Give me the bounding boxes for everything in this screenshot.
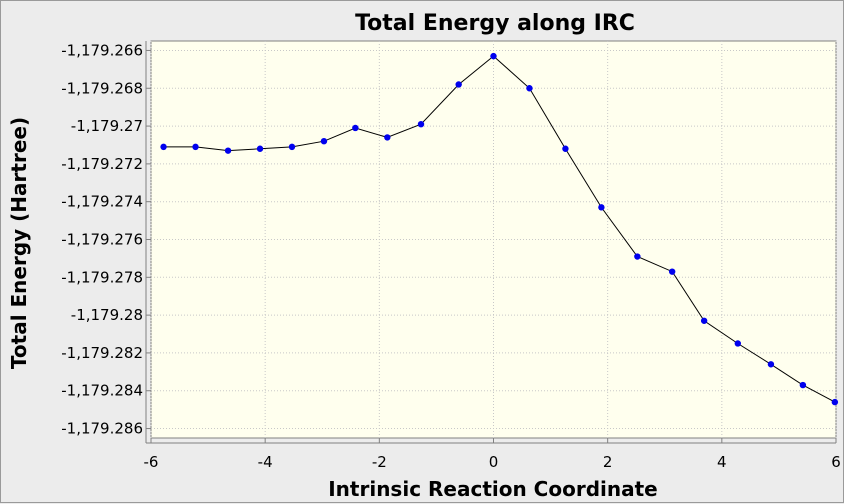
x-tick-label: 4 xyxy=(717,453,727,471)
y-tick-label: -1,179.282 xyxy=(61,344,143,362)
data-point xyxy=(417,120,425,128)
data-point xyxy=(734,340,742,347)
data-point xyxy=(256,145,264,152)
data-point xyxy=(831,398,839,406)
data-point xyxy=(799,381,807,389)
y-tick-label: -1,179.268 xyxy=(61,79,143,97)
y-tick-label: -1,179.266 xyxy=(61,41,143,59)
y-tick-label: -1,179.276 xyxy=(61,231,143,249)
x-tick-label: -4 xyxy=(258,453,273,471)
y-axis-label: Total Energy (Hartree) xyxy=(7,117,31,369)
data-point xyxy=(634,253,641,260)
y-tick-label: -1,179.27 xyxy=(71,117,143,135)
y-tick-labels: -1,179.266 -1,179.268 -1,179.27 -1,179.272 -… xyxy=(61,41,143,437)
data-point xyxy=(668,268,676,275)
data-point xyxy=(160,143,167,151)
x-tick-label: -6 xyxy=(144,453,159,471)
data-point xyxy=(320,137,328,145)
y-tick-label: -1,179.272 xyxy=(61,155,143,173)
y-tick-label: -1,179.274 xyxy=(61,193,143,211)
data-point xyxy=(562,145,569,152)
x-tick-label: -2 xyxy=(372,453,387,471)
chart-title: Total Energy along IRC xyxy=(355,11,635,36)
x-tick-label: 0 xyxy=(489,453,499,471)
y-tick-label: -1,179.286 xyxy=(61,420,143,438)
x-tick-labels: -6 -4 -2 0 2 4 6 xyxy=(144,453,841,471)
data-point xyxy=(700,317,708,324)
y-tick-label: -1,179.28 xyxy=(71,306,143,324)
data-point xyxy=(288,143,296,151)
data-series xyxy=(160,52,839,406)
data-point xyxy=(490,52,497,60)
axes xyxy=(145,41,837,444)
x-tick-label: 2 xyxy=(603,453,613,471)
data-point xyxy=(526,85,533,92)
x-axis-label: Intrinsic Reaction Coordinate xyxy=(328,477,658,501)
y-tick-label: -1,179.284 xyxy=(61,382,143,400)
data-point xyxy=(192,143,199,151)
grid-lines xyxy=(150,41,837,438)
data-point xyxy=(352,124,359,132)
data-point xyxy=(224,147,232,154)
data-point xyxy=(384,134,391,141)
y-tick-label: -1,179.278 xyxy=(61,268,143,286)
data-point xyxy=(455,81,462,88)
data-point xyxy=(598,204,605,211)
data-point xyxy=(767,361,775,368)
x-tick-label: 6 xyxy=(831,453,841,471)
